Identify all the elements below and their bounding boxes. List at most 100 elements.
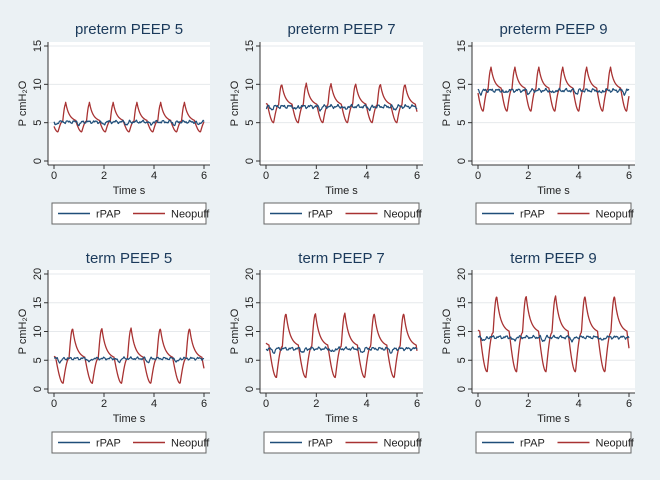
- y-tick-label: 10: [244, 78, 256, 90]
- legend-box: [475, 431, 632, 454]
- x-tick-label: 4: [364, 398, 370, 410]
- y-tick-label: 5: [32, 357, 44, 363]
- y-tick-label: 0: [456, 158, 468, 164]
- x-axis-label: Time s: [113, 413, 146, 425]
- legend-label-rpap: rPAP: [308, 209, 333, 221]
- y-tick-label: 0: [244, 386, 256, 392]
- legend-label-neopuff: Neopuff: [384, 438, 423, 450]
- y-tick-label: 0: [456, 386, 468, 392]
- legend-label-rpap: rPAP: [520, 209, 545, 221]
- x-tick-label: 4: [151, 398, 157, 410]
- series-neopuff-line: [265, 312, 418, 379]
- y-axis-label: P cmH₂O: [17, 308, 29, 354]
- y-tick-label: 20: [456, 268, 468, 280]
- panel-title: preterm PEEP 7: [287, 21, 395, 38]
- y-axis-label: P cmH₂O: [229, 308, 241, 354]
- panel-4: term PEEP 5 0 5 10 15 20 P cmH₂O 0 2 4 6 Time s rPAP…: [17, 250, 210, 454]
- y-tick-label: 10: [32, 325, 44, 337]
- y-tick-label: 15: [456, 40, 468, 52]
- series-rpap-line: [265, 103, 418, 112]
- panel-2: preterm PEEP 7 0 5 10 15 P cmH₂O 0 2 4 6 Time s rPA…: [229, 21, 423, 225]
- panel-1: preterm PEEP 5 0 5 10 15 P cmH₂O 0 2 4 6 Time s rPA…: [17, 21, 210, 225]
- legend-box: [51, 431, 207, 454]
- y-tick-label: 15: [32, 40, 44, 52]
- x-tick-label: 6: [626, 170, 632, 182]
- y-tick-label: 10: [456, 325, 468, 337]
- x-tick-label: 0: [475, 398, 481, 410]
- x-tick-label: 0: [51, 398, 57, 410]
- panel-title: preterm PEEP 5: [75, 21, 183, 38]
- x-tick-label: 6: [201, 170, 207, 182]
- x-tick-label: 0: [51, 170, 57, 182]
- y-tick-label: 0: [32, 386, 44, 392]
- x-tick-label: 0: [263, 170, 269, 182]
- x-tick-label: 4: [576, 170, 582, 182]
- legend-box: [475, 202, 632, 225]
- x-tick-label: 2: [101, 398, 107, 410]
- legend-label-neopuff: Neopuff: [171, 438, 210, 450]
- y-tick-label: 20: [244, 268, 256, 280]
- y-tick-label: 0: [32, 158, 44, 164]
- legend: rPAP Neopuff: [51, 202, 210, 225]
- series-neopuff-line: [53, 327, 205, 384]
- y-axis-label: P cmH₂O: [441, 308, 453, 354]
- legend-label-rpap: rPAP: [520, 438, 545, 450]
- legend-label-neopuff: Neopuff: [171, 209, 210, 221]
- y-tick-label: 10: [244, 325, 256, 337]
- y-axis-label: P cmH₂O: [229, 80, 241, 126]
- plot-area: [48, 42, 210, 165]
- legend: rPAP Neopuff: [51, 431, 210, 454]
- x-axis-label: Time s: [325, 185, 358, 197]
- series-rpap-line: [265, 346, 418, 354]
- legend-box: [51, 202, 207, 225]
- y-tick-label: 5: [456, 120, 468, 126]
- y-tick-label: 5: [244, 357, 256, 363]
- panel-title: term PEEP 7: [298, 250, 384, 267]
- y-tick-label: 10: [32, 78, 44, 90]
- y-axis-label: P cmH₂O: [441, 80, 453, 126]
- legend-label-neopuff: Neopuff: [384, 209, 423, 221]
- panel-5: term PEEP 7 0 5 10 15 20 P cmH₂O 0 2 4 6 Time s rPAP…: [229, 250, 423, 454]
- y-tick-label: 15: [456, 297, 468, 309]
- series-rpap-line: [53, 356, 205, 364]
- legend-label-neopuff: Neopuff: [596, 209, 635, 221]
- x-axis-label: Time s: [113, 185, 146, 197]
- y-tick-label: 15: [244, 40, 256, 52]
- series-rpap-line: [477, 334, 630, 343]
- x-axis-label: Time s: [325, 413, 358, 425]
- panel-3: preterm PEEP 9 0 5 10 15 P cmH₂O 0 2 4 6 Time s rPA…: [441, 21, 635, 225]
- x-axis-label: Time s: [537, 413, 570, 425]
- x-tick-label: 0: [263, 398, 269, 410]
- series-neopuff-line: [265, 82, 418, 124]
- x-tick-label: 4: [151, 170, 157, 182]
- x-tick-label: 0: [475, 170, 481, 182]
- legend-box: [263, 202, 420, 225]
- panel-6: term PEEP 9 0 5 10 15 20 P cmH₂O 0 2 4 6 Time s rPAP…: [441, 250, 635, 454]
- series-rpap-line: [53, 119, 205, 127]
- y-tick-label: 15: [32, 297, 44, 309]
- x-tick-label: 4: [576, 398, 582, 410]
- x-tick-label: 6: [201, 398, 207, 410]
- x-tick-label: 2: [313, 170, 319, 182]
- panel-title: term PEEP 9: [510, 250, 596, 267]
- x-tick-label: 6: [626, 398, 632, 410]
- legend: rPAP Neopuff: [263, 431, 423, 454]
- legend-label-rpap: rPAP: [308, 438, 333, 450]
- x-tick-label: 6: [414, 398, 420, 410]
- y-tick-label: 5: [456, 357, 468, 363]
- y-tick-label: 10: [456, 78, 468, 90]
- x-tick-label: 2: [525, 170, 531, 182]
- x-tick-label: 4: [364, 170, 370, 182]
- series-neopuff-line: [53, 101, 205, 133]
- y-tick-label: 20: [32, 268, 44, 280]
- panel-title: term PEEP 5: [86, 250, 172, 267]
- x-tick-label: 6: [414, 170, 420, 182]
- x-tick-label: 2: [525, 398, 531, 410]
- y-tick-label: 15: [244, 297, 256, 309]
- plot-area: [260, 42, 423, 165]
- y-axis-label: P cmH₂O: [17, 80, 29, 126]
- legend: rPAP Neopuff: [475, 431, 635, 454]
- plot-area: [472, 42, 635, 165]
- y-tick-label: 5: [244, 120, 256, 126]
